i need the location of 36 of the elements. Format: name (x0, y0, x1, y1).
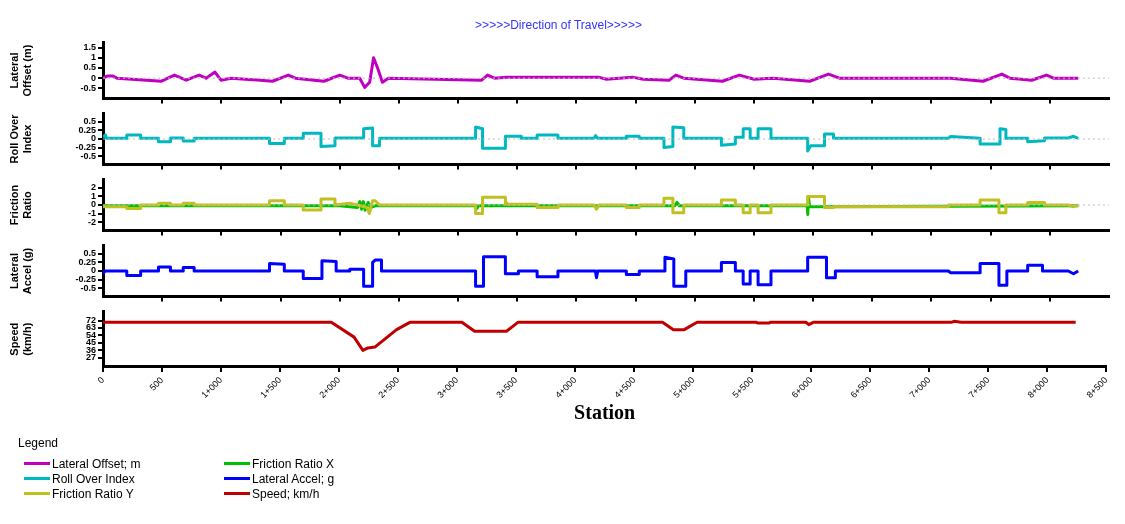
legend-label: Friction Ratio Y (52, 486, 134, 501)
x-axis-title: Station (574, 401, 636, 424)
y-tick-label: -0.5 (80, 282, 96, 293)
y-tick-label: 1 (90, 190, 96, 201)
y-tick-label: 0 (90, 133, 96, 144)
y-tick-label: 1.5 (83, 41, 96, 52)
y-tick-label: 1 (90, 52, 96, 63)
legend-label: Lateral Accel; g (252, 471, 335, 486)
legend-label: Speed; km/h (252, 486, 320, 501)
legend-label: Roll Over Index (52, 471, 135, 486)
y-tick-label: 0 (90, 199, 96, 210)
y-tick-label: -1 (87, 208, 96, 219)
chart-title: >>>>>Direction of Travel>>>>> (475, 17, 642, 32)
y-tick-label: 0 (90, 72, 96, 83)
y-tick-label: -0.5 (80, 82, 96, 93)
y-axis-title: Speed (km/h) (7, 322, 33, 356)
y-tick-label: 0.25 (78, 256, 96, 267)
x-tick-label: 500 (147, 374, 166, 393)
y-tick-label: -0.25 (75, 274, 96, 285)
y-tick-label: 2 (90, 182, 96, 193)
y-tick-label: 0.5 (83, 62, 96, 73)
legend-title: Legend (18, 436, 60, 450)
y-tick-label: -0.5 (80, 150, 96, 161)
y-axis-title: Lateral Offset (m) (7, 44, 33, 97)
y-tick-label: 0 (90, 265, 96, 276)
y-tick-label: -0.25 (75, 142, 96, 153)
y-tick-label: 0.5 (83, 116, 96, 127)
y-tick-label: -2 (87, 216, 96, 227)
legend-label: Lateral Offset; m (52, 456, 141, 471)
y-tick-label: 45 (85, 337, 96, 348)
y-tick-label: 0.25 (78, 124, 96, 135)
y-axis-title: Friction Ratio (7, 184, 33, 226)
y-axis-title: Lateral Accel (g) (7, 247, 33, 295)
y-tick-label: 0.5 (83, 248, 96, 259)
y-axis-title: Roll Over Index (7, 113, 33, 164)
legend-label: Friction Ratio X (252, 456, 335, 471)
